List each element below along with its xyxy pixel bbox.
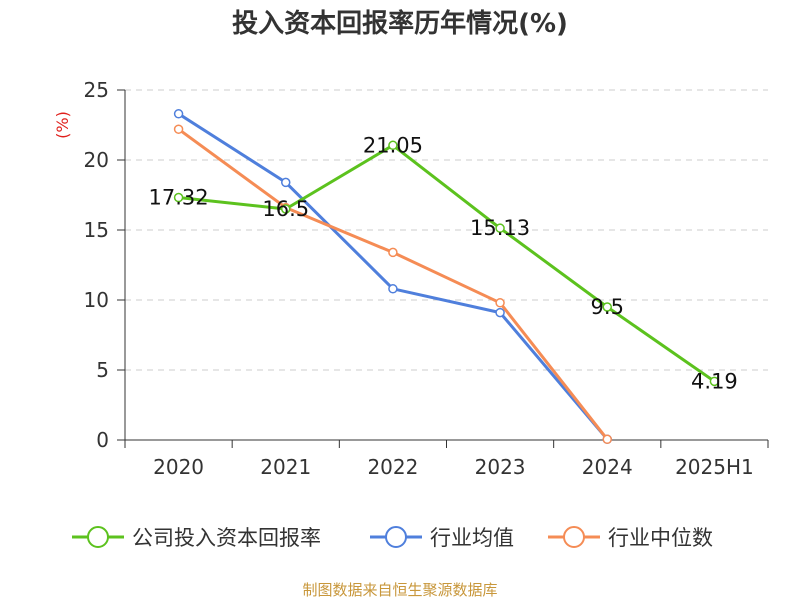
data-point[interactable] xyxy=(602,434,612,445)
y-tick-label: 25 xyxy=(84,78,109,102)
series-line-1 xyxy=(177,112,609,441)
y-tick-label: 0 xyxy=(96,428,109,452)
x-tick-label: 2020 xyxy=(153,455,204,479)
legend-label: 公司投入资本回报率 xyxy=(132,526,321,550)
data-point[interactable] xyxy=(495,307,505,318)
x-tick-label: 2024 xyxy=(582,455,633,479)
y-axis-label: (%) xyxy=(53,111,72,139)
x-tick-label: 2021 xyxy=(260,455,311,479)
data-label: 17.32 xyxy=(149,186,209,210)
source-note: 制图数据来自恒生聚源数据库 xyxy=(302,581,497,599)
data-labels: 17.32 16.5 21.05 15.13 9.5 4.19 xyxy=(149,133,738,393)
data-point[interactable] xyxy=(495,223,505,233)
axes: 0 5 10 15 20 25 2020 2021 2022 2023 2024 2025H1 xyxy=(84,78,769,479)
legend-swatch-marker xyxy=(385,526,407,548)
data-point[interactable] xyxy=(495,298,505,308)
legend-item-0[interactable]: 公司投入资本回报率 xyxy=(72,526,321,550)
data-point[interactable] xyxy=(173,124,184,134)
data-point[interactable] xyxy=(281,204,291,214)
data-point[interactable] xyxy=(388,140,398,151)
grid xyxy=(125,89,768,371)
data-label: 4.19 xyxy=(691,369,738,393)
legend-swatch-marker xyxy=(87,526,109,548)
data-point[interactable] xyxy=(388,284,398,294)
series-layer xyxy=(173,109,720,445)
legend-item-2[interactable]: 行业中位数 xyxy=(548,526,713,550)
data-point[interactable] xyxy=(709,376,720,387)
data-point[interactable] xyxy=(281,177,291,188)
legend-item-1[interactable]: 行业均值 xyxy=(370,526,514,550)
legend-swatch-marker xyxy=(563,526,585,548)
data-point[interactable] xyxy=(388,247,398,258)
y-tick-label: 5 xyxy=(96,358,109,382)
y-tick-label: 20 xyxy=(84,148,109,172)
legend-label: 行业均值 xyxy=(430,526,514,550)
data-label: 16.5 xyxy=(262,197,309,221)
data-label: 15.13 xyxy=(470,216,530,240)
x-tick-label: 2025H1 xyxy=(675,455,754,479)
legend[interactable]: 公司投入资本回报率 行业均值 行业中位数 xyxy=(72,526,713,550)
data-label: 21.05 xyxy=(363,133,423,157)
y-tick-label: 15 xyxy=(84,218,109,242)
data-point[interactable] xyxy=(173,109,184,119)
legend-label: 行业中位数 xyxy=(608,526,713,550)
data-label: 9.5 xyxy=(591,295,624,319)
chart-title: 投入资本回报率历年情况(%) xyxy=(232,8,568,39)
y-tick-label: 10 xyxy=(84,288,109,312)
x-tick-label: 2022 xyxy=(367,455,418,479)
data-point[interactable] xyxy=(173,192,184,203)
series-line-0 xyxy=(178,143,716,383)
x-tick-label: 2023 xyxy=(475,455,526,479)
data-point[interactable] xyxy=(602,302,612,312)
